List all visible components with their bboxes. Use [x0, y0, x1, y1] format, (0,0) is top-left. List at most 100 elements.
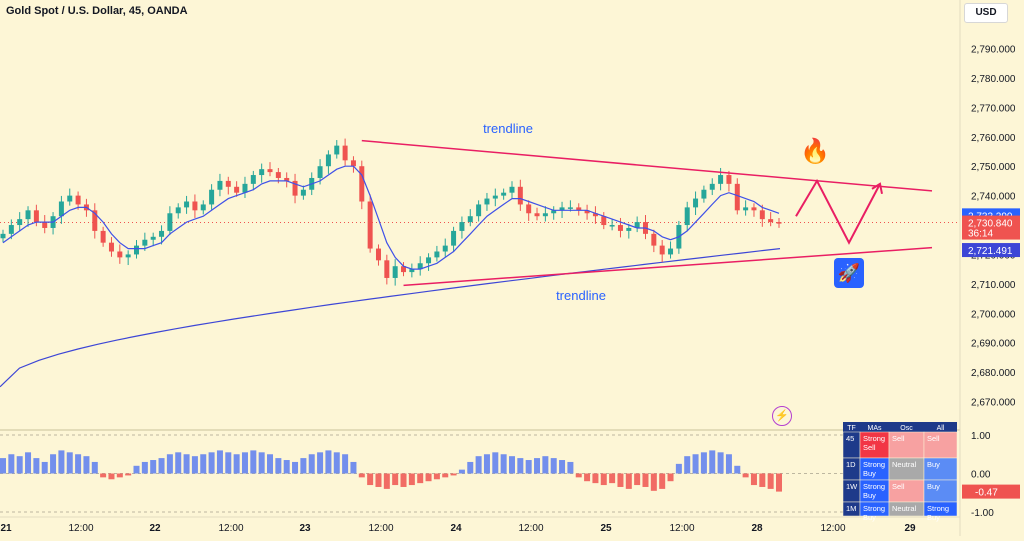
osc-bar	[383, 473, 390, 489]
osc-bar	[83, 456, 90, 474]
candle-body	[67, 195, 73, 202]
candle-body	[684, 207, 690, 226]
osc-bar	[417, 473, 424, 484]
table-cell-text: Sell	[863, 443, 876, 452]
candle-body	[551, 210, 557, 214]
y-tick-label: 2,780.000	[971, 74, 1016, 85]
candle-body	[517, 186, 523, 205]
candle-body	[434, 251, 440, 258]
candle-body	[234, 186, 240, 193]
candle-body	[768, 219, 774, 223]
table-cell-text: Buy	[863, 513, 876, 522]
candle-body	[726, 175, 732, 184]
candle-body	[58, 201, 64, 217]
osc-bar	[642, 473, 649, 487]
candle-body	[542, 213, 548, 217]
osc-bar	[492, 452, 499, 474]
symbol-title[interactable]: Gold Spot / U.S. Dollar, 45, OANDA	[6, 5, 188, 17]
osc-bar	[584, 473, 591, 482]
candle-body	[375, 248, 381, 261]
projection-path	[795, 178, 881, 245]
candle-body	[200, 204, 206, 211]
osc-bar	[609, 473, 616, 484]
osc-bar	[692, 454, 699, 474]
osc-bar	[525, 460, 532, 474]
x-tick-label: 23	[299, 523, 311, 534]
candle-body	[92, 210, 98, 231]
osc-bar	[475, 456, 482, 474]
candle-body	[459, 222, 465, 231]
candle-body	[451, 230, 457, 246]
lightning-icon[interactable]: ⚡	[772, 406, 792, 426]
osc-bar	[776, 473, 782, 492]
candle-body	[17, 219, 23, 226]
y-tick-label: 2,670.000	[971, 397, 1016, 408]
osc-bar	[458, 469, 465, 474]
osc-bar	[450, 473, 457, 476]
osc-bar	[166, 454, 173, 474]
candle-body	[325, 154, 331, 167]
osc-bar	[91, 461, 98, 474]
candle-body	[718, 175, 724, 184]
candle-body	[609, 225, 615, 227]
osc-bar	[141, 461, 148, 474]
candle-body	[559, 207, 565, 211]
x-tick-label: 29	[904, 523, 916, 534]
candle-body	[509, 186, 515, 193]
lower-trendline	[403, 246, 933, 287]
osc-bar	[567, 461, 574, 474]
osc-bar	[8, 454, 15, 474]
osc-bar	[534, 458, 541, 474]
osc-bar	[58, 450, 65, 474]
osc-bar	[125, 473, 132, 476]
candle-body	[75, 195, 81, 205]
rocket-icon[interactable]: 🚀	[834, 258, 864, 288]
candle-body	[743, 207, 749, 211]
candle-body	[392, 266, 398, 278]
y-tick-label: 2,700.000	[971, 309, 1016, 320]
candle-body	[292, 180, 298, 196]
table-cell-text: Strong	[863, 460, 885, 469]
candle-body	[626, 227, 632, 231]
projection-arrowhead	[871, 182, 883, 195]
candle-body	[759, 210, 765, 220]
osc-bar	[150, 460, 157, 474]
osc-bar	[183, 454, 190, 474]
osc-bar	[742, 473, 749, 478]
table-cell	[888, 431, 925, 459]
osc-bar	[283, 460, 290, 474]
lower-trendline-label: trendline	[556, 288, 606, 303]
x-tick-label: 28	[751, 523, 763, 534]
table-cell-text: Buy	[927, 482, 940, 491]
osc-bar	[650, 473, 657, 491]
osc-bar	[300, 458, 307, 474]
table-cell-text: Strong	[863, 434, 885, 443]
table-header-cell	[860, 422, 889, 432]
candle-body	[668, 248, 674, 255]
candle-body	[734, 183, 740, 211]
currency-button[interactable]: USD	[964, 3, 1008, 23]
osc-bar	[216, 450, 223, 474]
table-cell	[923, 501, 958, 517]
candle-body	[617, 225, 623, 231]
candle-body	[659, 245, 665, 255]
candle-body	[484, 198, 490, 205]
candle-body	[534, 213, 540, 217]
table-cell-text: Buy	[927, 460, 940, 469]
osc-bar	[317, 452, 324, 474]
x-tick-label: 24	[450, 523, 462, 534]
osc-bar	[292, 461, 299, 474]
table-header: MAs	[868, 425, 883, 432]
osc-bar	[542, 456, 549, 474]
osc-bar	[734, 465, 741, 474]
candle-body	[567, 207, 573, 209]
osc-level-label: 0.00	[971, 470, 991, 481]
candle-body	[100, 230, 106, 243]
candle-body	[317, 166, 323, 178]
osc-bar	[375, 473, 382, 487]
table-cell-text: 1M	[846, 504, 856, 513]
x-tick-label: 12:00	[218, 523, 243, 534]
candle-body	[426, 257, 432, 264]
osc-bar	[225, 452, 232, 474]
